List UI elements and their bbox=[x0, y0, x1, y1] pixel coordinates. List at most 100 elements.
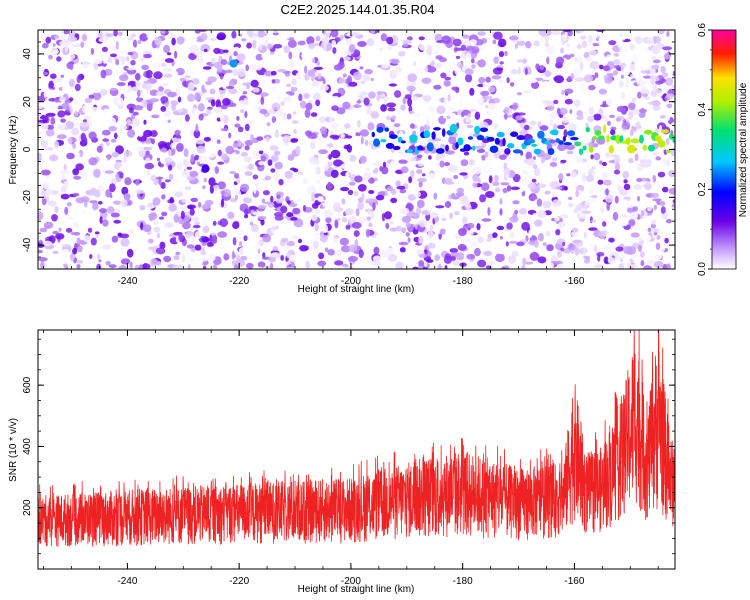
heatmap-noise-cell bbox=[78, 169, 88, 179]
heatmap-noise-cell bbox=[115, 40, 119, 50]
heatmap-noise-cell bbox=[236, 116, 240, 121]
heatmap-signal-cell bbox=[531, 143, 538, 147]
heatmap-noise-cell bbox=[201, 84, 205, 92]
heatmap-noise-cell bbox=[311, 202, 319, 209]
heatmap-noise-cell bbox=[69, 54, 76, 60]
heatmap-noise-cell bbox=[339, 47, 343, 52]
heatmap-noise-cell bbox=[625, 69, 631, 75]
heatmap-noise-cell bbox=[273, 150, 281, 156]
heatmap-noise-cell bbox=[54, 141, 60, 149]
heatmap-noise-cell bbox=[357, 41, 367, 47]
heatmap-noise-cell bbox=[212, 263, 218, 269]
heatmap-signal-cell bbox=[526, 138, 536, 144]
heatmap-noise-cell bbox=[64, 125, 69, 131]
heatmap-signal-cell bbox=[615, 134, 621, 144]
heatmap-noise-cell bbox=[127, 129, 136, 138]
heatmap-noise-cell bbox=[260, 218, 265, 226]
heatmap-noise-cell bbox=[327, 161, 333, 167]
heatmap-noise-cell bbox=[418, 181, 423, 188]
heatmap-noise-cell bbox=[198, 155, 208, 164]
heatmap-noise-cell bbox=[38, 153, 42, 162]
heatmap-noise-cell bbox=[327, 249, 336, 256]
heatmap-noise-cell bbox=[325, 217, 332, 224]
heatmap-noise-cell bbox=[485, 191, 495, 198]
heatmap-noise-cell bbox=[425, 56, 433, 63]
heatmap-noise-cell bbox=[259, 108, 268, 114]
heatmap-noise-cell bbox=[366, 216, 372, 221]
heatmap-noise-cell bbox=[298, 93, 303, 102]
heatmap-signal-cell bbox=[589, 145, 594, 153]
heatmap-noise-cell bbox=[73, 231, 81, 236]
heatmap-noise-cell bbox=[272, 246, 279, 251]
heatmap-noise-cell bbox=[329, 134, 340, 139]
heatmap-signal-cell bbox=[423, 130, 431, 139]
heatmap-noise-cell bbox=[643, 75, 652, 79]
heatmap-noise-cell bbox=[107, 154, 111, 161]
heatmap-noise-cell bbox=[321, 224, 329, 234]
heatmap-noise-cell bbox=[332, 47, 337, 54]
heatmap-noise-cell bbox=[570, 170, 577, 178]
heatmap-noise-cell bbox=[665, 93, 675, 99]
heatmap-noise-cell bbox=[230, 152, 238, 161]
heatmap-noise-cell bbox=[88, 94, 95, 99]
heatmap-noise-cell bbox=[586, 115, 595, 123]
heatmap-noise-cell bbox=[495, 187, 501, 193]
heatmap-noise-cell bbox=[151, 114, 160, 119]
heatmap-noise-cell bbox=[401, 215, 412, 223]
heatmap-signal-cell bbox=[376, 126, 384, 133]
heatmap-noise-cell bbox=[301, 52, 308, 59]
heatmap-noise-cell bbox=[550, 30, 561, 36]
heatmap-noise-cell bbox=[610, 129, 616, 136]
heatmap-noise-cell bbox=[606, 202, 610, 211]
heatmap-noise-cell bbox=[316, 60, 320, 66]
heatmap-noise-cell bbox=[496, 247, 505, 255]
heatmap-noise-cell bbox=[545, 230, 551, 237]
heatmap-noise-cell bbox=[339, 34, 344, 41]
heatmap-noise-cell bbox=[223, 253, 230, 261]
heatmap-noise-cell bbox=[170, 100, 178, 106]
heatmap-noise-cell bbox=[129, 261, 133, 269]
heatmap-noise-cell bbox=[541, 100, 552, 104]
heatmap-noise-cell bbox=[269, 51, 275, 55]
heatmap-noise-cell bbox=[561, 116, 570, 124]
heatmap-noise-cell bbox=[43, 90, 47, 98]
heatmap-noise-cell bbox=[365, 198, 376, 202]
heatmap-noise-cell bbox=[319, 116, 327, 124]
x-tick-label-top: -180 bbox=[453, 276, 473, 287]
heatmap-noise-cell bbox=[293, 168, 299, 173]
heatmap-noise-cell bbox=[546, 262, 554, 269]
heatmap-noise-cell bbox=[238, 241, 243, 247]
heatmap-noise-cell bbox=[310, 141, 315, 150]
heatmap-noise-cell bbox=[216, 237, 222, 243]
heatmap-noise-cell bbox=[69, 105, 73, 114]
heatmap-noise-cell bbox=[485, 76, 491, 83]
heatmap-noise-cell bbox=[125, 56, 130, 62]
heatmap-noise-cell bbox=[120, 258, 131, 265]
heatmap-noise-cell bbox=[133, 105, 144, 111]
heatmap-noise-cell bbox=[67, 36, 78, 42]
heatmap-noise-cell bbox=[159, 241, 166, 250]
heatmap-noise-cell bbox=[146, 30, 151, 39]
heatmap-noise-cell bbox=[613, 169, 621, 175]
heatmap-noise-cell bbox=[80, 196, 90, 203]
heatmap-noise-cell bbox=[623, 183, 631, 191]
heatmap-noise-cell bbox=[630, 130, 634, 137]
heatmap-noise-cell bbox=[395, 261, 404, 269]
heatmap-noise-cell bbox=[276, 194, 281, 199]
heatmap-noise-cell bbox=[348, 43, 356, 53]
heatmap-noise-cell bbox=[341, 198, 346, 205]
heatmap-noise-cell bbox=[566, 173, 571, 177]
heatmap-noise-cell bbox=[340, 186, 350, 192]
heatmap-noise-cell bbox=[504, 50, 508, 57]
heatmap-noise-cell bbox=[164, 58, 174, 63]
heatmap-noise-cell bbox=[532, 164, 538, 169]
heatmap-noise-cell bbox=[528, 229, 533, 238]
heatmap-noise-cell bbox=[43, 180, 50, 190]
heatmap-noise-cell bbox=[454, 65, 459, 75]
heatmap-noise-cell bbox=[341, 217, 348, 223]
heatmap-noise-cell bbox=[579, 62, 584, 71]
heatmap-noise-cell bbox=[225, 145, 234, 155]
heatmap-noise-cell bbox=[402, 96, 407, 105]
heatmap-signal-cell bbox=[504, 148, 511, 155]
heatmap-noise-cell bbox=[80, 41, 85, 48]
